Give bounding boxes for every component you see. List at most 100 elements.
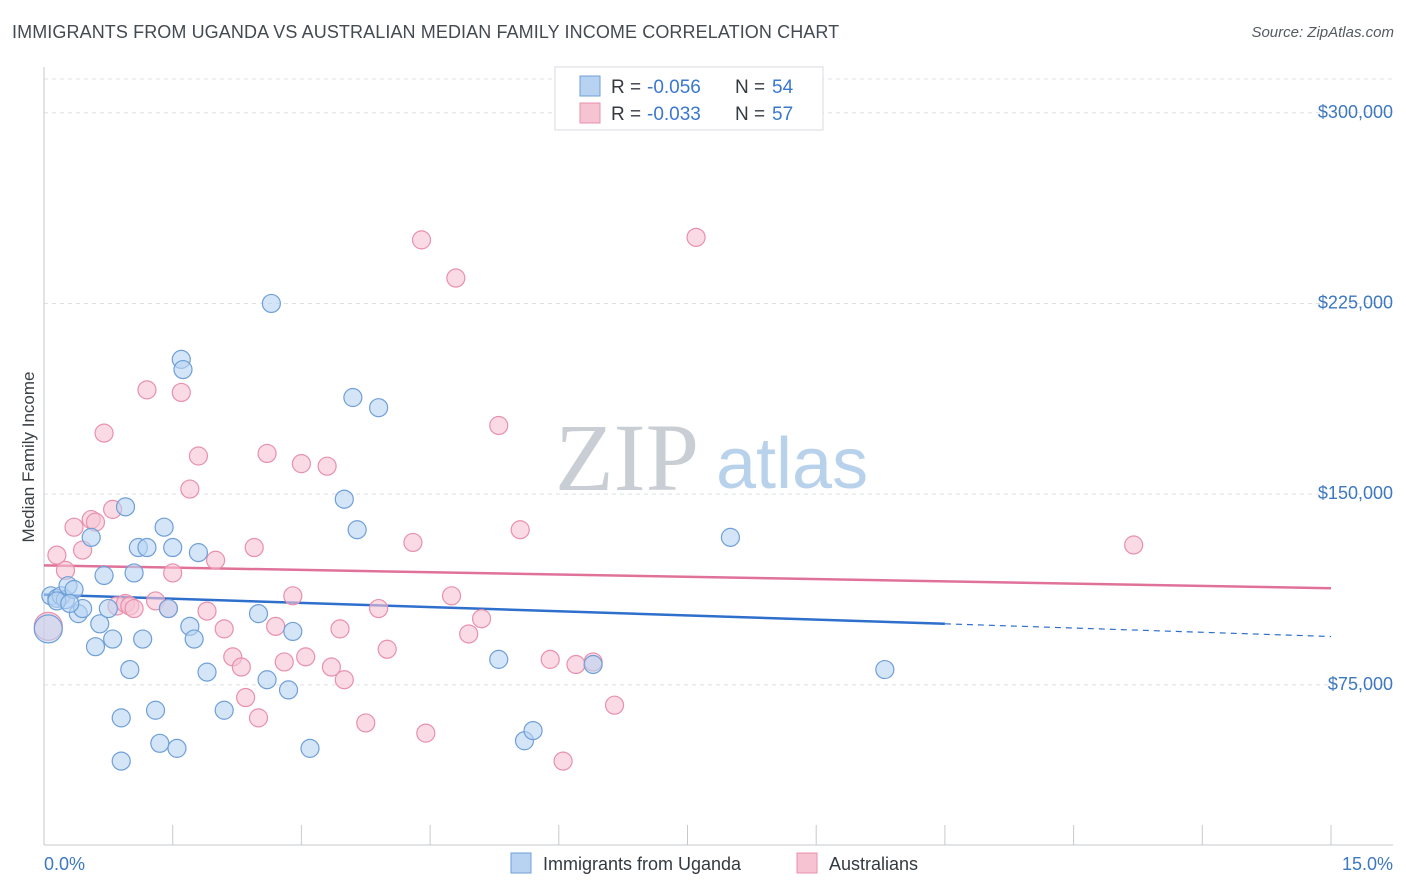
uganda-point — [60, 593, 80, 614]
series-legend: Immigrants from Uganda Australians — [510, 852, 918, 874]
australians-point — [197, 601, 217, 621]
legend-label-uganda[interactable]: Immigrants from Uganda — [543, 854, 742, 874]
uganda-points — [33, 293, 895, 771]
australians-point — [171, 382, 191, 403]
uganda-point — [489, 649, 509, 669]
uganda-point — [720, 527, 741, 547]
australians-point — [317, 456, 337, 476]
australians-point — [489, 415, 509, 436]
stats-legend-r-value-uganda: -0.056 — [647, 77, 701, 98]
stats-legend-n-label-uganda: N = — [735, 77, 765, 98]
uganda-point — [103, 629, 123, 649]
uganda-point — [111, 751, 131, 771]
uganda-point — [261, 293, 281, 314]
uganda-point — [33, 614, 63, 644]
uganda-point — [197, 662, 217, 682]
legend-swatch-aus[interactable] — [796, 852, 818, 874]
australians-point — [248, 708, 269, 728]
australians-point — [416, 723, 436, 743]
uganda-point — [184, 629, 204, 649]
uganda-point — [173, 359, 193, 380]
x-tick-label-min: 0.0% — [44, 854, 85, 874]
australians-point — [377, 639, 397, 659]
x-ticks — [43, 825, 1332, 845]
australians-point — [441, 586, 462, 606]
australians-point — [471, 609, 492, 629]
uganda-point — [124, 563, 144, 583]
australians-point — [356, 713, 376, 733]
australians-point — [266, 616, 286, 636]
uganda-point — [98, 598, 118, 619]
uganda-point — [133, 629, 153, 649]
y-tick-label: $300,000 — [1318, 102, 1393, 122]
australians-point — [257, 443, 277, 464]
australians-point — [553, 751, 573, 771]
uganda-point — [154, 517, 174, 537]
uganda-point — [163, 537, 183, 558]
uganda-point — [94, 565, 114, 586]
watermark-atlas: atlas — [716, 424, 868, 504]
uganda-point — [583, 654, 603, 675]
australians-point — [1124, 535, 1144, 555]
australians-point — [180, 479, 200, 499]
uganda-point — [145, 700, 166, 720]
uganda-point — [188, 543, 209, 563]
uganda-point — [248, 604, 269, 624]
chart-title: IMMIGRANTS FROM UGANDA VS AUSTRALIAN MED… — [12, 22, 840, 42]
uganda-point — [90, 614, 110, 634]
trend-line-uganda — [43, 593, 945, 626]
australians-point — [214, 619, 234, 639]
australians-point — [188, 446, 209, 466]
uganda-point — [523, 720, 543, 741]
trend-lines — [43, 564, 1332, 638]
australians-point — [321, 657, 342, 677]
australians-point — [403, 532, 423, 553]
australians-point — [510, 520, 530, 540]
uganda-point — [85, 637, 106, 657]
australians-point — [369, 598, 389, 619]
australians-point — [604, 695, 625, 715]
y-tick-label: $225,000 — [1318, 292, 1393, 312]
uganda-point — [347, 520, 367, 540]
uganda-point — [875, 659, 895, 680]
australians-point — [231, 657, 251, 677]
australians-point — [163, 563, 183, 583]
watermark: ZIP atlas — [555, 404, 868, 511]
trend-line-uganda-extension — [944, 623, 1332, 638]
uganda-point — [283, 621, 303, 642]
australians-point — [686, 227, 706, 247]
stats-legend-r-label-uganda: R = — [611, 77, 641, 98]
australians-point — [540, 649, 560, 669]
australians-point — [411, 230, 432, 250]
australians-point — [566, 654, 586, 675]
axes — [43, 67, 1393, 846]
australians-point — [330, 619, 350, 639]
legend-swatch-uganda[interactable] — [510, 852, 532, 874]
australians-point — [137, 380, 157, 400]
uganda-point — [137, 537, 157, 558]
legend-label-aus[interactable]: Australians — [829, 854, 918, 874]
australians-point — [124, 598, 144, 619]
uganda-point — [158, 598, 179, 619]
uganda-point — [278, 680, 299, 700]
y-axis-label: Median Family Income — [19, 371, 38, 542]
stats-legend: R = -0.056 N = 54 R = -0.033 N = 57 — [554, 66, 824, 131]
australians-point — [274, 652, 294, 672]
uganda-point — [257, 670, 277, 690]
australians-point — [296, 647, 316, 667]
stats-legend-n-label-aus: N = — [735, 104, 765, 125]
uganda-point — [115, 497, 136, 517]
australians-point — [446, 268, 466, 288]
uganda-point — [300, 738, 320, 758]
trend-line-australians — [43, 564, 1332, 590]
uganda-point — [214, 700, 234, 720]
y-tick-label: $150,000 — [1318, 483, 1393, 503]
uganda-point — [150, 733, 170, 753]
source-label[interactable]: Source: ZipAtlas.com — [1251, 24, 1394, 41]
stats-legend-r-label-aus: R = — [611, 104, 641, 125]
y-tick-labels: $75,000 $150,000 $225,000 $300,000 — [1318, 102, 1393, 694]
gridlines — [44, 78, 1393, 686]
australians-point — [94, 423, 114, 443]
australians-point — [244, 537, 264, 558]
